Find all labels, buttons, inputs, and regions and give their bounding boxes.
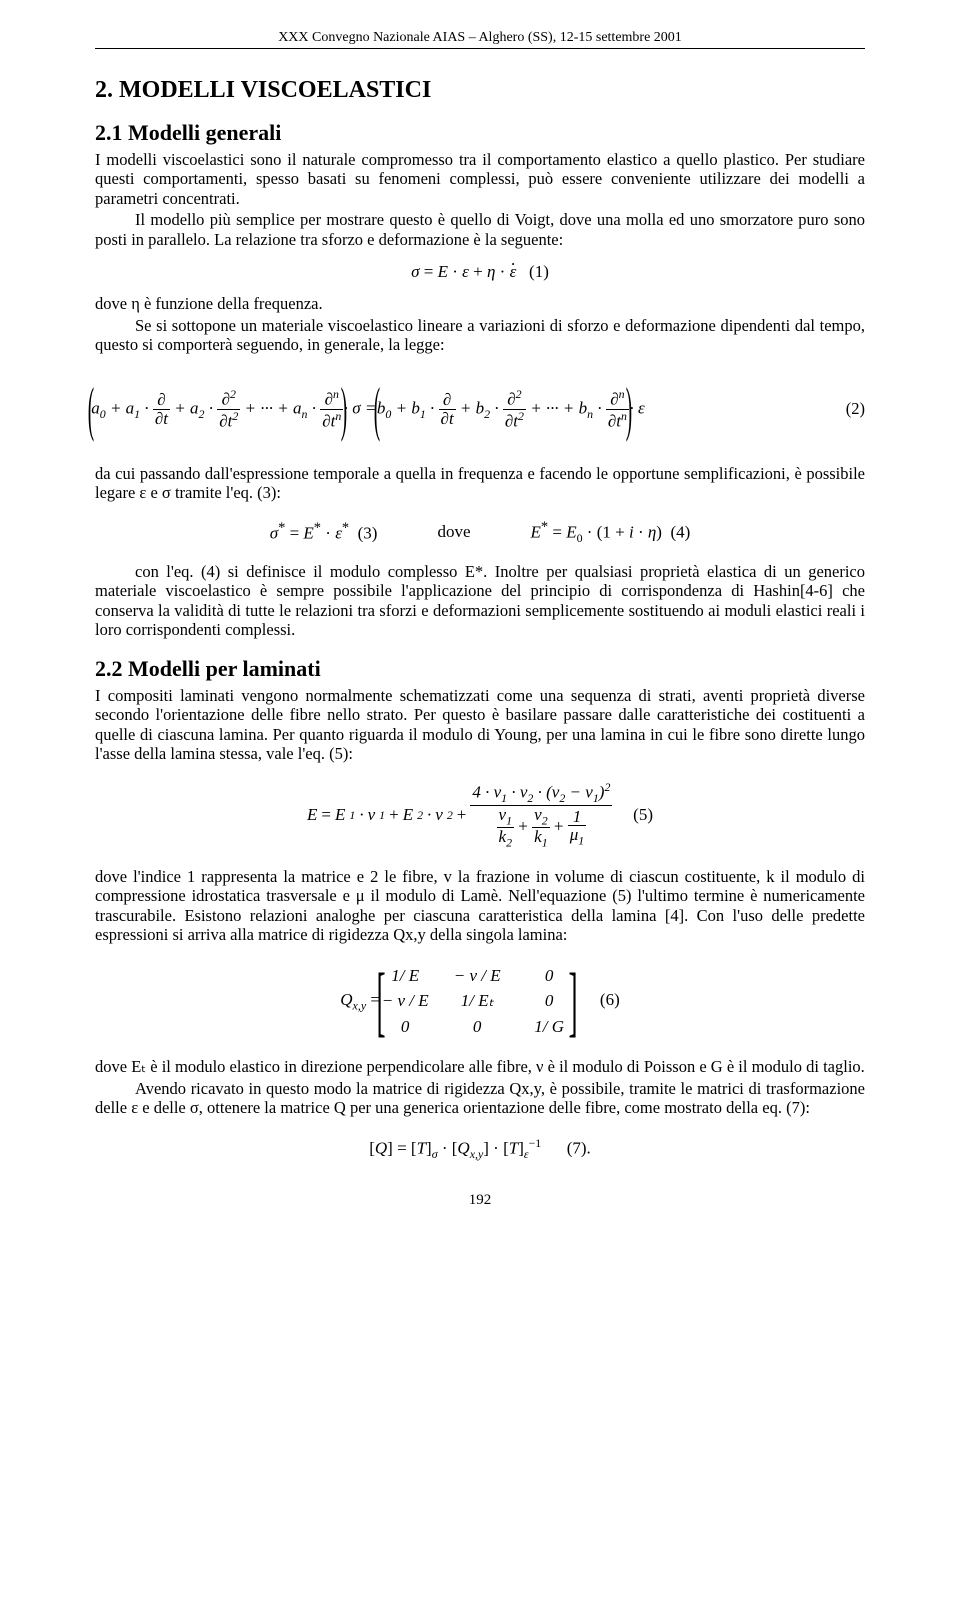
matrix-cell: 1/ Eₜ <box>450 988 504 1014</box>
equation-1: σ = E · ε + η · ε (1) <box>95 263 865 280</box>
page-number: 192 <box>95 1192 865 1209</box>
matrix-cell: 0 <box>378 1014 432 1040</box>
para-2-1-a: I modelli viscoelastici sono il naturale… <box>95 150 865 208</box>
matrix-cell: 0 <box>450 1014 504 1040</box>
equation-6: Qx,y = [ 1/ E − ν / E 0 − ν / E 1/ Eₜ 0 … <box>95 963 865 1040</box>
equation-5-label: (5) <box>633 805 653 825</box>
equation-2-label: (2) <box>846 399 865 419</box>
equation-2: ( a0 + a1 · ∂∂t + a2 · ∂2∂t2 + ··· + an … <box>95 375 865 444</box>
para-2-2-d: Avendo ricavato in questo modo la matric… <box>95 1079 865 1118</box>
section-2-heading: 2. MODELLI VISCOELASTICI <box>95 77 865 104</box>
running-header: XXX Convegno Nazionale AIAS – Alghero (S… <box>95 30 865 49</box>
para-eta-note: dove η è funzione della frequenza. <box>95 294 865 313</box>
page: XXX Convegno Nazionale AIAS – Alghero (S… <box>0 0 960 1249</box>
equation-5: E = E1 · v1 + E2 · v2 + 4 · v1 · v2 · (v… <box>95 781 865 848</box>
matrix-cell: 1/ E <box>378 963 432 989</box>
matrix-cell: − ν / E <box>450 963 504 989</box>
para-2-2-b: dove l'indice 1 rappresenta la matrice e… <box>95 867 865 945</box>
para-2-1-b: Il modello più semplice per mostrare que… <box>95 210 865 249</box>
para-2-2-a: I compositi laminati vengono normalmente… <box>95 686 865 764</box>
equation-6-label: (6) <box>600 990 620 1009</box>
para-legge: Se si sottopone un materiale viscoelasti… <box>95 316 865 355</box>
equation-7: [Q] = [T]σ · [Qx,y] · [T]ε−1 (7). <box>95 1136 865 1162</box>
matrix-cell: − ν / E <box>378 988 432 1014</box>
para-2-2-c: dove Eₜ è il modulo elastico in direzion… <box>95 1057 865 1076</box>
eq-dove: dove <box>437 522 470 542</box>
section-2-2-heading: 2.2 Modelli per laminati <box>95 656 865 682</box>
equation-3-4: σ* = E* · ε* (3) dove E* = E0 · (1 + i ·… <box>95 519 865 546</box>
section-2-1-heading: 2.1 Modelli generali <box>95 120 865 146</box>
para-complex-modulus: con l'eq. (4) si definisce il modulo com… <box>95 562 865 640</box>
para-freq: da cui passando dall'espressione tempora… <box>95 464 865 503</box>
equation-7-label: (7). <box>567 1138 591 1157</box>
